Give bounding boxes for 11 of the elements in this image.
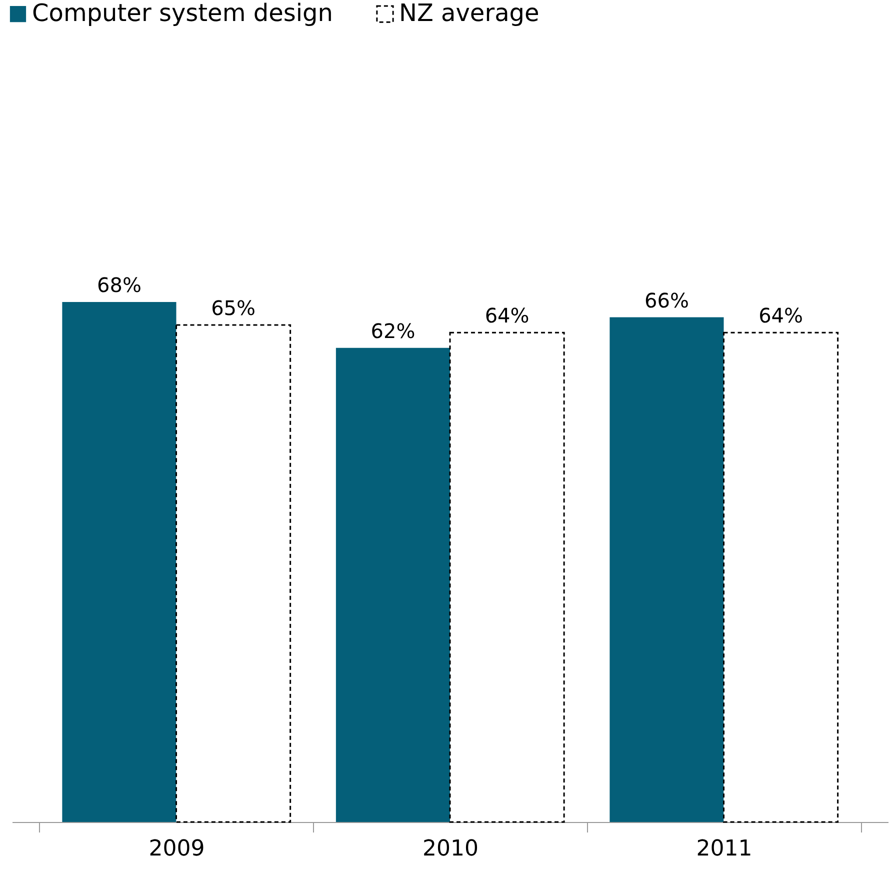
legend-label: NZ average bbox=[399, 0, 540, 27]
x-tick-label: 2009 bbox=[148, 836, 205, 862]
x-tick-label: 2010 bbox=[422, 836, 478, 862]
data-label: 64% bbox=[758, 304, 804, 328]
data-label: 65% bbox=[211, 296, 256, 320]
legend-label: Computer system design bbox=[32, 0, 333, 27]
data-label: 62% bbox=[370, 318, 416, 343]
data-label: 68% bbox=[96, 273, 142, 297]
data-label: 66% bbox=[644, 288, 689, 312]
data-label: 64% bbox=[484, 304, 530, 328]
x-tick-label: 2011 bbox=[696, 836, 752, 862]
